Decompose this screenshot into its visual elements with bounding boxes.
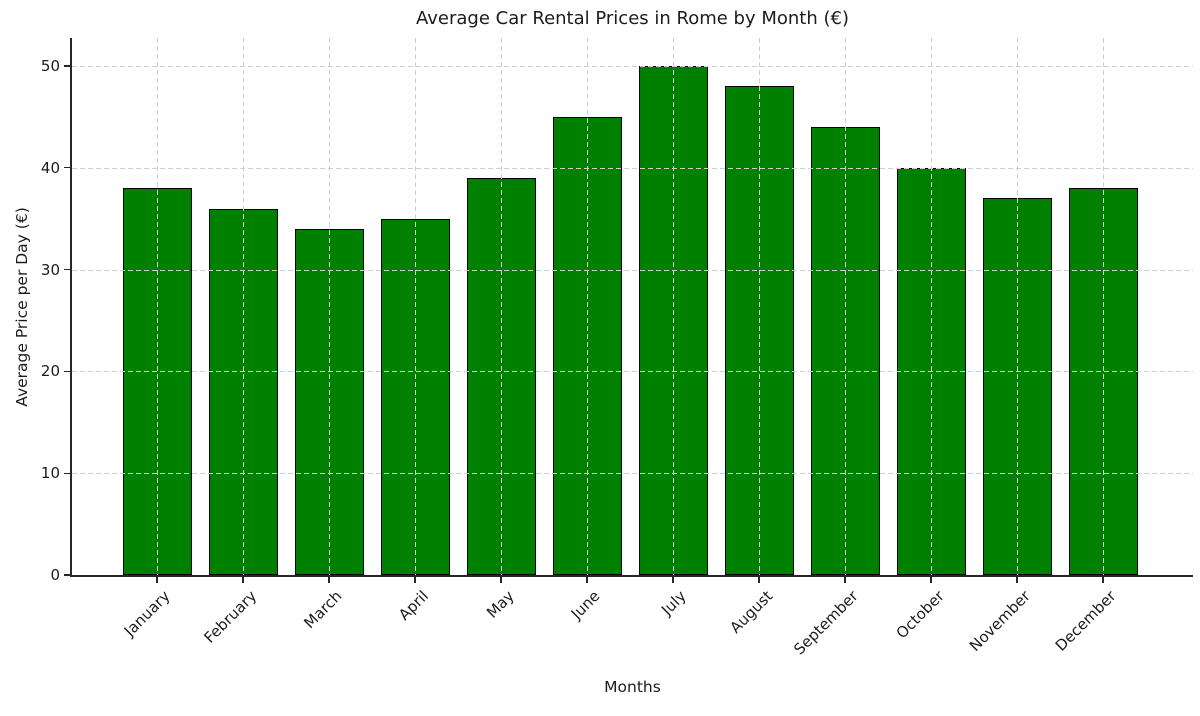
x-tick-label-text: December: [1051, 587, 1120, 655]
y-tick-mark: [64, 370, 71, 373]
x-tick-label-text: August: [725, 587, 776, 637]
y-tick-label: 10: [40, 464, 60, 483]
gridline-vertical: [415, 38, 416, 575]
gridline-vertical: [501, 38, 502, 575]
x-tick-mark: [758, 576, 760, 583]
x-tick-label-text: June: [567, 587, 604, 623]
x-tick-mark: [930, 576, 932, 583]
x-tick-mark: [414, 576, 416, 583]
y-tick-label: 50: [40, 57, 60, 75]
x-tick-mark: [844, 576, 846, 583]
gridline-vertical: [587, 38, 588, 575]
gridline-vertical: [845, 38, 846, 575]
x-tick-label-text: September: [790, 587, 862, 659]
x-tick-label-text: January: [120, 587, 174, 640]
y-tick-mark: [64, 574, 71, 576]
gridline-horizontal: [72, 371, 1193, 373]
x-tick-label-text: March: [300, 587, 346, 633]
x-axis-spine: [70, 575, 1193, 577]
y-tick-mark: [64, 65, 71, 67]
gridline-vertical: [759, 38, 760, 575]
x-tick-label-text: November: [965, 587, 1034, 655]
gridline-vertical: [1017, 38, 1018, 575]
gridline-vertical: [329, 38, 330, 575]
gridline-horizontal: [72, 167, 1193, 169]
y-tick-mark: [64, 167, 71, 169]
gridline-vertical: [243, 38, 244, 575]
chart-title: Average Car Rental Prices in Rome by Mon…: [416, 8, 849, 29]
y-tick-mark: [64, 268, 71, 271]
y-tick-label: 0: [50, 566, 60, 584]
gridline-horizontal: [72, 66, 1193, 67]
x-tick-label-text: April: [394, 587, 432, 624]
x-tick-mark: [586, 576, 588, 583]
x-tick-mark: [1016, 576, 1018, 583]
x-axis-label: Months: [604, 678, 661, 696]
gridline-vertical: [673, 38, 674, 575]
x-tick-mark: [1102, 576, 1104, 583]
gridline-horizontal: [72, 473, 1193, 475]
x-tick-label-text: July: [657, 587, 690, 619]
x-tick-mark: [242, 576, 244, 583]
y-tick-label: 20: [40, 362, 60, 381]
x-tick-mark: [500, 576, 502, 583]
x-tick-mark: [672, 576, 674, 583]
gridline-vertical: [1103, 38, 1104, 575]
gridline-horizontal: [72, 269, 1193, 271]
y-axis-spine: [70, 38, 72, 577]
x-tick-label-text: October: [892, 587, 948, 643]
x-tick-label-text: May: [483, 587, 518, 622]
y-tick-label: 40: [40, 158, 60, 177]
x-tick-label-text: February: [199, 587, 260, 647]
y-tick-label: 30: [40, 260, 60, 279]
y-tick-mark: [64, 472, 71, 474]
y-axis-label: Average Price per Day (€): [13, 207, 31, 407]
gridline-vertical: [157, 38, 158, 575]
gridline-vertical: [931, 38, 932, 575]
x-tick-mark: [156, 576, 158, 583]
x-tick-mark: [328, 576, 330, 583]
